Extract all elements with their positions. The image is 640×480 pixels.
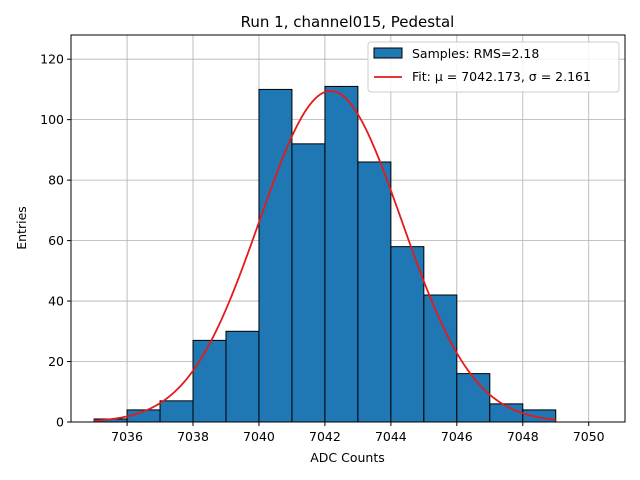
axes-frame: [70, 34, 626, 423]
x-tick-label: 7038: [177, 429, 209, 444]
histogram-bar: [522, 409, 557, 423]
y-tick-label: 80: [48, 173, 64, 188]
legend: Samples: RMS=2.18 Fit: μ = 7042.173, σ =…: [367, 41, 620, 93]
histogram-bar: [225, 330, 260, 423]
y-tick-label: 40: [48, 294, 64, 309]
x-axis-ticks: 7036 7038 7040 7042 7044 7046 7048 7050: [111, 422, 605, 444]
legend-samples-swatch: [373, 47, 403, 59]
histogram-bar: [258, 88, 293, 423]
histogram-bars: [93, 85, 557, 423]
y-tick-label: 20: [48, 354, 64, 369]
y-axis-label: Entries: [14, 206, 29, 250]
x-tick-label: 7050: [573, 429, 605, 444]
legend-fit-label: Fit: μ = 7042.173, σ = 2.161: [412, 69, 591, 84]
x-tick-label: 7042: [309, 429, 341, 444]
x-tick-label: 7036: [111, 429, 143, 444]
histogram-bar: [159, 400, 194, 423]
y-tick-label: 0: [56, 415, 64, 430]
legend-samples-label: Samples: RMS=2.18: [412, 46, 539, 61]
y-tick-label: 60: [48, 233, 64, 248]
histogram-bar: [423, 294, 458, 423]
y-axis-ticks: 0 20 40 60 80 100 120: [40, 52, 71, 430]
x-tick-label: 7048: [507, 429, 539, 444]
chart-title: Run 1, channel015, Pedestal: [241, 13, 455, 31]
histogram-bar: [192, 339, 227, 423]
histogram-bar: [456, 373, 491, 423]
histogram-bar: [291, 143, 326, 423]
histogram-bar: [390, 246, 425, 423]
gaussian-fit-line: [94, 90, 556, 422]
y-tick-label: 100: [40, 112, 64, 127]
histogram-bar: [357, 161, 392, 423]
y-tick-label: 120: [40, 52, 64, 67]
x-tick-label: 7044: [375, 429, 407, 444]
histogram-bar: [324, 85, 359, 423]
x-axis-label: ADC Counts: [310, 450, 385, 465]
x-tick-label: 7046: [441, 429, 473, 444]
x-tick-label: 7040: [243, 429, 275, 444]
legend-box: [367, 41, 620, 93]
